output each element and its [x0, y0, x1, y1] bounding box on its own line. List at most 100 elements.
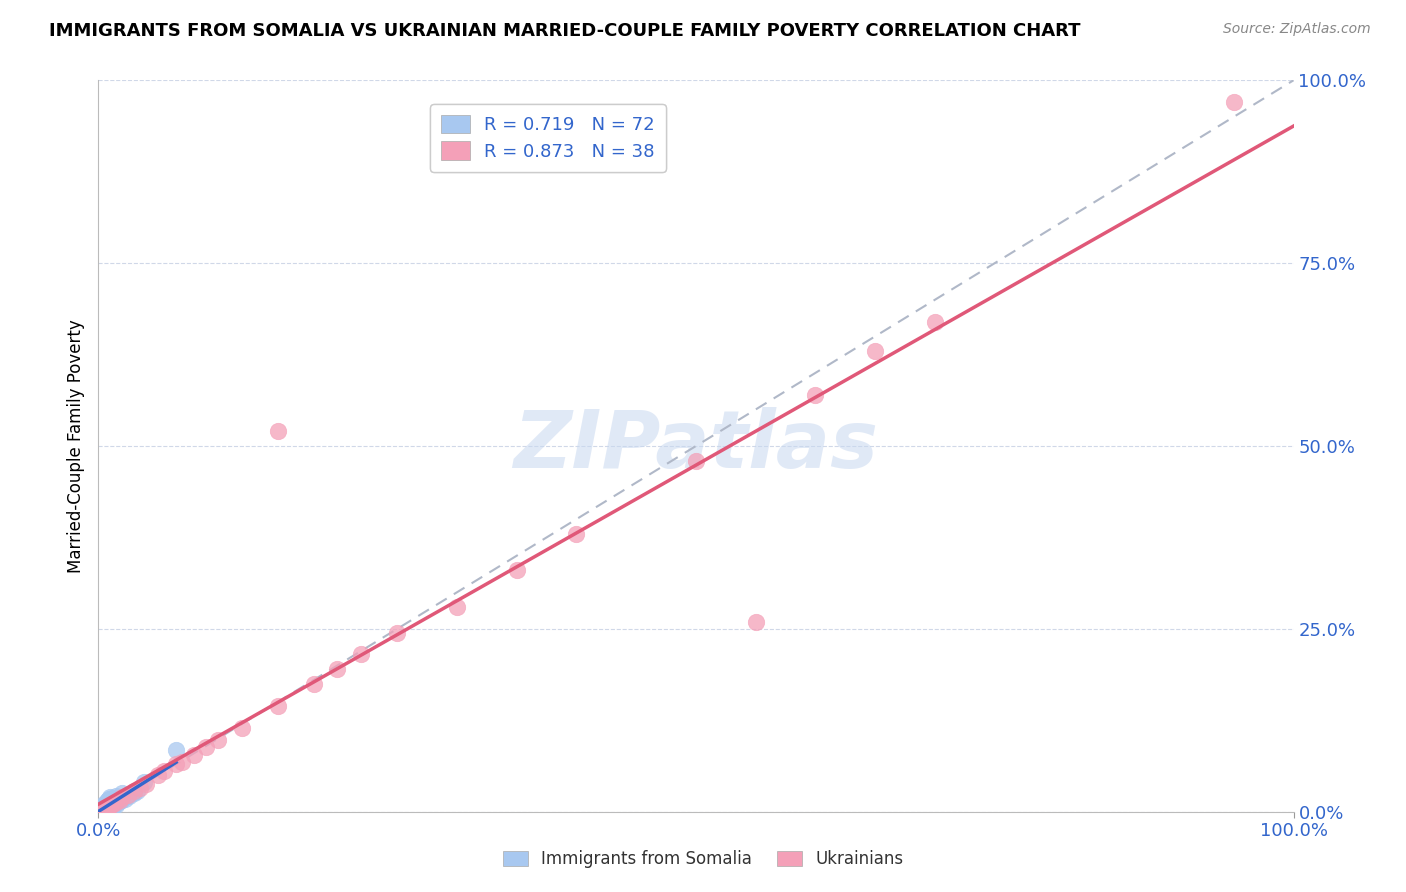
Point — [93, 800, 115, 814]
Point — [98, 800, 121, 814]
Point — [93, 802, 115, 816]
Point — [98, 795, 122, 809]
Point — [108, 795, 131, 809]
Legend: R = 0.719   N = 72, R = 0.873   N = 38: R = 0.719 N = 72, R = 0.873 N = 38 — [430, 104, 666, 171]
Point — [91, 801, 114, 815]
Point — [94, 797, 117, 812]
Point — [924, 315, 946, 329]
Legend: Immigrants from Somalia, Ukrainians: Immigrants from Somalia, Ukrainians — [496, 844, 910, 875]
Point — [506, 563, 529, 577]
Point — [96, 795, 118, 809]
Point — [97, 799, 120, 814]
Point — [101, 795, 124, 809]
Point — [804, 388, 827, 402]
Point — [104, 796, 127, 810]
Point — [93, 797, 115, 812]
Point — [93, 801, 115, 815]
Point — [91, 800, 114, 814]
Point — [94, 797, 117, 812]
Point — [96, 797, 118, 811]
Point — [105, 795, 128, 809]
Point — [124, 784, 146, 798]
Point — [100, 799, 122, 814]
Point — [165, 757, 187, 772]
Point — [98, 798, 122, 813]
Point — [94, 796, 117, 810]
Point — [117, 788, 139, 802]
Point — [94, 800, 117, 814]
Point — [111, 790, 134, 805]
Point — [108, 793, 131, 807]
Point — [98, 798, 122, 813]
Point — [121, 787, 143, 801]
Point — [385, 625, 409, 640]
Point — [124, 786, 146, 800]
Point — [111, 791, 134, 805]
Point — [98, 790, 122, 805]
Point — [172, 755, 194, 769]
Point — [91, 803, 114, 817]
Point — [97, 795, 120, 809]
Point — [129, 781, 152, 796]
Point — [97, 793, 120, 807]
Point — [108, 792, 131, 806]
Point — [98, 802, 122, 816]
Point — [105, 789, 128, 803]
Point — [111, 790, 134, 805]
Point — [98, 794, 121, 808]
Text: ZIPatlas: ZIPatlas — [513, 407, 879, 485]
Point — [267, 698, 290, 713]
Point — [91, 798, 114, 813]
Point — [107, 794, 129, 808]
Point — [132, 775, 155, 789]
Point — [350, 648, 373, 662]
Point — [165, 742, 187, 756]
Point — [745, 615, 768, 629]
Point — [101, 790, 124, 805]
Point — [94, 803, 117, 817]
Point — [104, 795, 127, 809]
Point — [302, 676, 325, 690]
Point — [112, 790, 135, 805]
Point — [97, 796, 120, 810]
Point — [103, 797, 125, 812]
Point — [90, 804, 112, 818]
Point — [91, 803, 114, 817]
Point — [105, 798, 128, 813]
Point — [101, 799, 124, 814]
Point — [111, 786, 134, 800]
Point — [91, 803, 114, 817]
Point — [326, 662, 349, 676]
Point — [103, 797, 125, 811]
Point — [117, 788, 139, 802]
Point — [97, 801, 120, 815]
Point — [94, 798, 117, 813]
Point — [865, 343, 887, 358]
Point — [148, 768, 170, 782]
Point — [685, 453, 707, 467]
Point — [446, 599, 468, 614]
Point — [93, 799, 115, 814]
Point — [183, 747, 205, 762]
Point — [98, 791, 121, 805]
Point — [565, 526, 588, 541]
Point — [98, 800, 122, 814]
Point — [105, 794, 128, 808]
Point — [114, 792, 136, 806]
Point — [93, 803, 115, 817]
Point — [207, 733, 229, 747]
Point — [91, 803, 114, 817]
Point — [96, 802, 118, 816]
Text: Source: ZipAtlas.com: Source: ZipAtlas.com — [1223, 22, 1371, 37]
Point — [110, 793, 132, 807]
Point — [97, 796, 120, 810]
Point — [91, 798, 114, 813]
Text: IMMIGRANTS FROM SOMALIA VS UKRAINIAN MARRIED-COUPLE FAMILY POVERTY CORRELATION C: IMMIGRANTS FROM SOMALIA VS UKRAINIAN MAR… — [49, 22, 1081, 40]
Point — [135, 777, 157, 791]
Point — [96, 801, 118, 815]
Point — [97, 799, 120, 814]
Point — [107, 794, 129, 808]
Point — [153, 764, 176, 779]
Point — [91, 802, 114, 816]
Point — [195, 740, 218, 755]
